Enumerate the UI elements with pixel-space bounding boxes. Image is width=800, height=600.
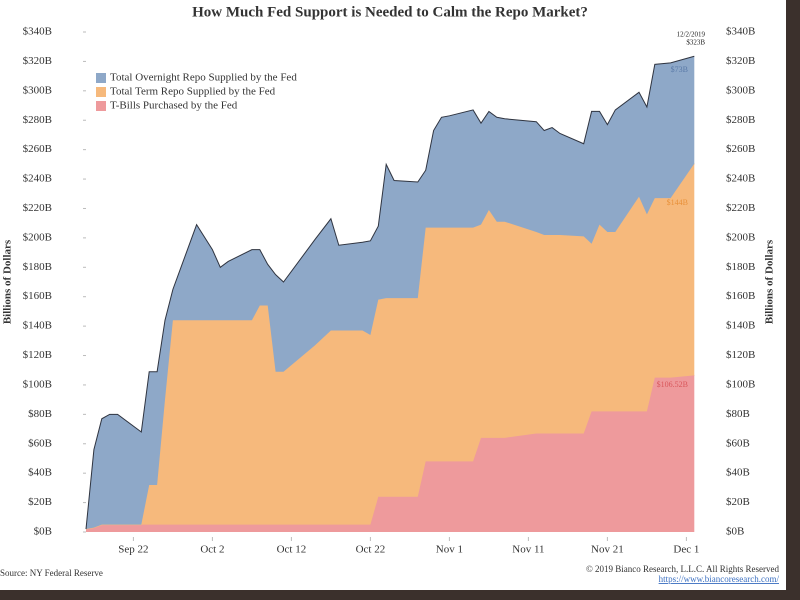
x-tick-label: Nov 11 <box>512 544 544 556</box>
y-tick-label: $240B <box>23 173 52 185</box>
area <box>86 375 695 532</box>
y-tick-label: $260B <box>23 143 52 155</box>
y-tick-label: $200B <box>23 231 52 243</box>
annotation: $144B <box>667 198 688 207</box>
y-tick-label: $340B <box>23 26 52 38</box>
y-tick-label: $160B <box>23 290 52 302</box>
y2-tick-label: $240B <box>726 173 755 185</box>
y-tick-label: $140B <box>23 320 52 332</box>
y2-tick-label: $280B <box>726 114 755 126</box>
y-tick-label: $0B <box>34 526 52 538</box>
legend-label: Total Term Repo Supplied by the Fed <box>110 86 276 98</box>
area <box>86 56 695 530</box>
y2-tick-label: $200B <box>726 231 755 243</box>
y2-tick-label: $180B <box>726 261 755 273</box>
annotation: 12/2/2019 <box>677 31 706 39</box>
area <box>86 163 695 530</box>
y-tick-label: $40B <box>28 467 52 479</box>
y2-tick-label: $160B <box>726 290 755 302</box>
x-tick-label: Sep 22 <box>118 544 148 556</box>
copyright: © 2019 Bianco Research, L.L.C. All Right… <box>586 564 780 574</box>
y-tick-label: $120B <box>23 349 52 361</box>
y-tick-label: $20B <box>28 496 52 508</box>
x-tick-label: Nov 21 <box>591 544 624 556</box>
chart-title: How Much Fed Support is Needed to Calm t… <box>192 4 588 20</box>
y2-tick-label: $20B <box>726 496 750 508</box>
y-tick-label: $320B <box>23 55 52 67</box>
legend-label: T-Bills Purchased by the Fed <box>110 100 238 112</box>
y-tick-label: $220B <box>23 202 52 214</box>
x-tick-label: Nov 1 <box>436 544 463 556</box>
legend-swatch <box>96 101 106 111</box>
y-tick-label: $180B <box>23 261 52 273</box>
x-tick-label: Oct 12 <box>277 544 307 556</box>
legend-label: Total Overnight Repo Supplied by the Fed <box>110 72 297 84</box>
y2-tick-label: $80B <box>726 408 750 420</box>
y-tick-label: $100B <box>23 378 52 390</box>
y-axis-label: Billions of Dollars <box>2 239 14 324</box>
y2-tick-label: $220B <box>726 202 755 214</box>
x-tick-label: Dec 1 <box>673 544 699 556</box>
legend-swatch <box>96 87 106 97</box>
annotation: $106.52B <box>657 380 688 389</box>
y2-tick-label: $60B <box>726 437 750 449</box>
y2-tick-label: $140B <box>726 320 755 332</box>
y2-tick-label: $340B <box>726 26 755 38</box>
y-tick-label: $60B <box>28 437 52 449</box>
x-tick-label: Oct 2 <box>200 544 224 556</box>
y2-axis-label: Billions of Dollars <box>764 239 776 324</box>
annotation: $73B <box>671 65 688 74</box>
y-tick-label: $280B <box>23 114 52 126</box>
annotation: $323B <box>686 39 705 47</box>
area-edge <box>85 55 695 530</box>
y2-tick-label: $320B <box>726 55 755 67</box>
y2-tick-label: $300B <box>726 84 755 96</box>
y2-tick-label: $120B <box>726 349 755 361</box>
url: https://www.biancoresearch.com/ <box>659 574 780 584</box>
y-tick-label: $300B <box>23 84 52 96</box>
y-tick-label: $80B <box>28 408 52 420</box>
x-tick-label: Oct 22 <box>356 544 386 556</box>
y2-tick-label: $40B <box>726 467 750 479</box>
legend-swatch <box>96 73 106 83</box>
y2-tick-label: $260B <box>726 143 755 155</box>
y2-tick-label: $0B <box>726 526 744 538</box>
source: Source: NY Federal Reserve <box>0 568 103 578</box>
y2-tick-label: $100B <box>726 378 755 390</box>
